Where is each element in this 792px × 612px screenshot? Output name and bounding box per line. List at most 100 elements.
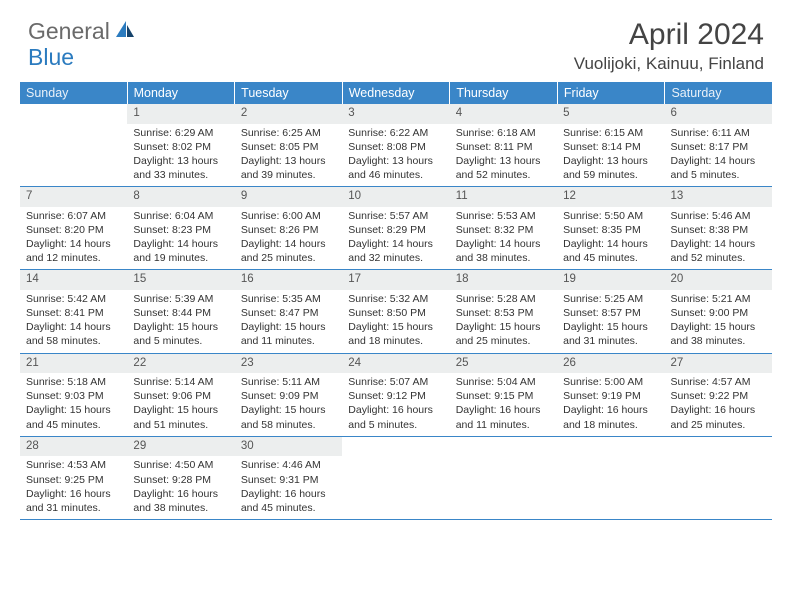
day-info-line: Sunset: 9:19 PM <box>563 389 658 403</box>
day-number: 10 <box>342 187 449 207</box>
day-number: 22 <box>127 354 234 374</box>
day-info-line: and 45 minutes. <box>26 418 121 432</box>
day-cell: 28Sunrise: 4:53 AMSunset: 9:25 PMDayligh… <box>20 437 127 519</box>
day-info-line: Sunset: 8:41 PM <box>26 306 121 320</box>
day-info-line: Sunrise: 5:32 AM <box>348 292 443 306</box>
day-info-line: Sunset: 8:05 PM <box>241 140 336 154</box>
day-info-line: Sunrise: 5:42 AM <box>26 292 121 306</box>
day-info-line: Sunset: 8:44 PM <box>133 306 228 320</box>
day-info-line: and 5 minutes. <box>133 334 228 348</box>
day-info-line: Daylight: 14 hours <box>563 237 658 251</box>
day-info-line: Sunset: 8:17 PM <box>671 140 766 154</box>
day-body: Sunrise: 6:22 AMSunset: 8:08 PMDaylight:… <box>342 124 449 187</box>
day-info-line: Sunset: 8:47 PM <box>241 306 336 320</box>
day-body: Sunrise: 5:39 AMSunset: 8:44 PMDaylight:… <box>127 290 234 353</box>
day-number <box>450 437 557 456</box>
day-body: Sunrise: 5:28 AMSunset: 8:53 PMDaylight:… <box>450 290 557 353</box>
day-cell: 29Sunrise: 4:50 AMSunset: 9:28 PMDayligh… <box>127 437 234 519</box>
day-body: Sunrise: 6:15 AMSunset: 8:14 PMDaylight:… <box>557 124 664 187</box>
day-body: Sunrise: 5:07 AMSunset: 9:12 PMDaylight:… <box>342 373 449 436</box>
day-body: Sunrise: 5:50 AMSunset: 8:35 PMDaylight:… <box>557 207 664 270</box>
day-info-line: Sunset: 8:50 PM <box>348 306 443 320</box>
day-cell: 9Sunrise: 6:00 AMSunset: 8:26 PMDaylight… <box>235 187 342 269</box>
day-cell: 24Sunrise: 5:07 AMSunset: 9:12 PMDayligh… <box>342 354 449 436</box>
day-info-line: Daylight: 16 hours <box>133 487 228 501</box>
title-block: April 2024 Vuolijoki, Kainuu, Finland <box>574 18 764 74</box>
day-number: 28 <box>20 437 127 457</box>
day-info-line: Daylight: 13 hours <box>133 154 228 168</box>
day-info-line: and 32 minutes. <box>348 251 443 265</box>
day-body <box>665 456 772 462</box>
day-number: 1 <box>127 104 234 124</box>
header: General April 2024 Vuolijoki, Kainuu, Fi… <box>0 0 792 82</box>
day-body: Sunrise: 6:29 AMSunset: 8:02 PMDaylight:… <box>127 124 234 187</box>
day-info-line: Sunrise: 5:28 AM <box>456 292 551 306</box>
day-number: 9 <box>235 187 342 207</box>
day-info-line: Sunrise: 5:04 AM <box>456 375 551 389</box>
dow-cell: Tuesday <box>235 82 343 104</box>
day-number: 12 <box>557 187 664 207</box>
day-number: 7 <box>20 187 127 207</box>
day-cell: 26Sunrise: 5:00 AMSunset: 9:19 PMDayligh… <box>557 354 664 436</box>
day-body: Sunrise: 4:50 AMSunset: 9:28 PMDaylight:… <box>127 456 234 519</box>
day-info-line: Daylight: 13 hours <box>563 154 658 168</box>
day-info-line: and 11 minutes. <box>456 418 551 432</box>
day-cell: 5Sunrise: 6:15 AMSunset: 8:14 PMDaylight… <box>557 104 664 186</box>
day-number: 15 <box>127 270 234 290</box>
dow-cell: Monday <box>128 82 236 104</box>
day-info-line: Sunrise: 4:50 AM <box>133 458 228 472</box>
day-body <box>450 456 557 462</box>
day-info-line: Sunrise: 5:35 AM <box>241 292 336 306</box>
day-number <box>20 104 127 123</box>
day-number: 21 <box>20 354 127 374</box>
day-info-line: Daylight: 15 hours <box>563 320 658 334</box>
day-cell: 22Sunrise: 5:14 AMSunset: 9:06 PMDayligh… <box>127 354 234 436</box>
day-body: Sunrise: 5:32 AMSunset: 8:50 PMDaylight:… <box>342 290 449 353</box>
day-info-line: Daylight: 15 hours <box>133 320 228 334</box>
day-info-line: and 52 minutes. <box>671 251 766 265</box>
day-info-line: and 38 minutes. <box>133 501 228 515</box>
day-info-line: Sunset: 8:53 PM <box>456 306 551 320</box>
day-body: Sunrise: 5:18 AMSunset: 9:03 PMDaylight:… <box>20 373 127 436</box>
day-number: 20 <box>665 270 772 290</box>
day-body: Sunrise: 5:57 AMSunset: 8:29 PMDaylight:… <box>342 207 449 270</box>
day-number: 8 <box>127 187 234 207</box>
day-info-line: Sunrise: 5:11 AM <box>241 375 336 389</box>
page-title: April 2024 <box>574 18 764 52</box>
day-info-line: and 18 minutes. <box>563 418 658 432</box>
day-number: 30 <box>235 437 342 457</box>
day-number: 3 <box>342 104 449 124</box>
day-info-line: Sunrise: 6:07 AM <box>26 209 121 223</box>
day-info-line: Sunrise: 6:18 AM <box>456 126 551 140</box>
day-info-line: Sunrise: 4:53 AM <box>26 458 121 472</box>
day-body: Sunrise: 4:53 AMSunset: 9:25 PMDaylight:… <box>20 456 127 519</box>
day-info-line: Daylight: 16 hours <box>563 403 658 417</box>
day-info-line: Sunset: 9:00 PM <box>671 306 766 320</box>
day-info-line: Daylight: 16 hours <box>348 403 443 417</box>
day-cell: 14Sunrise: 5:42 AMSunset: 8:41 PMDayligh… <box>20 270 127 352</box>
day-number: 29 <box>127 437 234 457</box>
day-info-line: and 33 minutes. <box>133 168 228 182</box>
day-info-line: Sunrise: 6:29 AM <box>133 126 228 140</box>
day-info-line: Sunset: 9:22 PM <box>671 389 766 403</box>
day-number: 26 <box>557 354 664 374</box>
day-info-line: Sunset: 8:38 PM <box>671 223 766 237</box>
day-body: Sunrise: 5:21 AMSunset: 9:00 PMDaylight:… <box>665 290 772 353</box>
logo-sail-icon <box>112 19 136 44</box>
day-number: 14 <box>20 270 127 290</box>
dow-cell: Sunday <box>20 82 128 104</box>
day-info-line: Sunset: 9:12 PM <box>348 389 443 403</box>
day-info-line: Daylight: 14 hours <box>456 237 551 251</box>
day-cell <box>342 437 449 519</box>
day-info-line: Daylight: 15 hours <box>671 320 766 334</box>
week-row: 14 Sunrise: 5:42 AMSunset: 8:41 PM Dayligh… <box>20 270 772 353</box>
day-number: 27 <box>665 354 772 374</box>
day-info-line: Daylight: 15 hours <box>241 320 336 334</box>
day-info-line: Daylight: 14 hours <box>671 237 766 251</box>
location-subtitle: Vuolijoki, Kainuu, Finland <box>574 54 764 74</box>
dow-cell: Saturday <box>665 82 772 104</box>
day-info-line: Sunset: 8:32 PM <box>456 223 551 237</box>
week-row: 21Sunrise: 5:18 AMSunset: 9:03 PMDayligh… <box>20 354 772 437</box>
day-info-line: and 58 minutes. <box>26 334 121 348</box>
day-info-line: and 45 minutes. <box>241 501 336 515</box>
